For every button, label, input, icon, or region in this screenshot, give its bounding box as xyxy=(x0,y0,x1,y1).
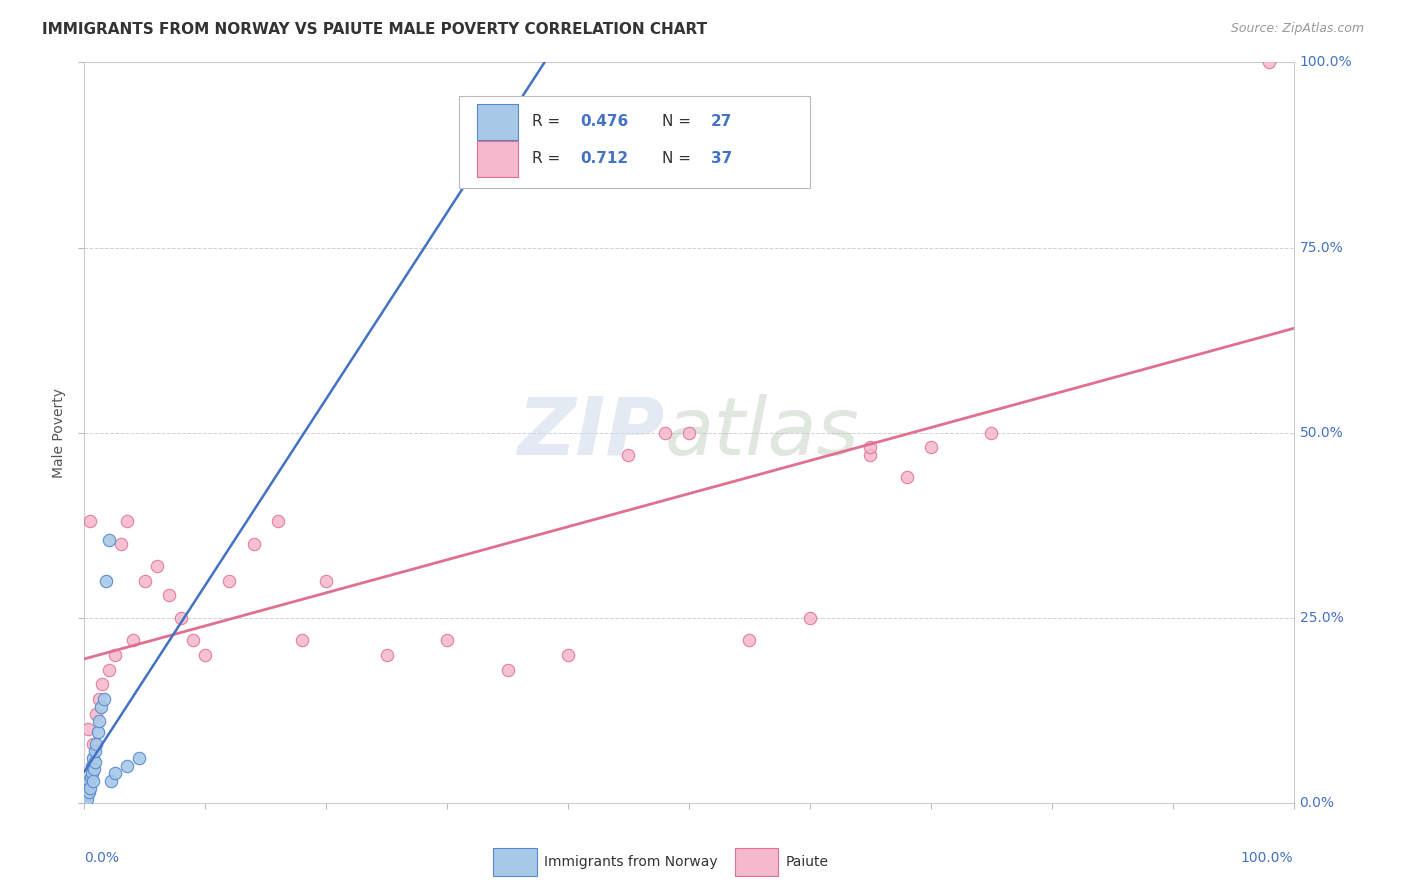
Point xyxy=(77,722,100,736)
Point xyxy=(218,574,240,588)
FancyBboxPatch shape xyxy=(478,141,519,177)
Point xyxy=(83,763,105,777)
Point xyxy=(82,773,104,788)
Point xyxy=(75,780,97,795)
Point xyxy=(76,789,98,803)
Point xyxy=(86,725,108,739)
Point xyxy=(100,773,122,788)
Point xyxy=(134,574,156,588)
Point xyxy=(82,751,104,765)
Point xyxy=(115,515,138,529)
Text: 75.0%: 75.0% xyxy=(1299,241,1343,254)
Point xyxy=(242,536,264,550)
Point xyxy=(738,632,761,647)
Point xyxy=(77,777,100,791)
Text: 0.712: 0.712 xyxy=(581,151,628,166)
Point xyxy=(87,692,110,706)
Point xyxy=(91,677,114,691)
Text: ZIP: ZIP xyxy=(517,393,665,472)
Point xyxy=(97,663,120,677)
Text: 100.0%: 100.0% xyxy=(1299,55,1353,70)
Text: 25.0%: 25.0% xyxy=(1299,611,1343,624)
Point xyxy=(375,648,398,662)
Text: 37: 37 xyxy=(710,151,733,166)
Text: R =: R = xyxy=(531,151,565,166)
Point xyxy=(170,610,193,624)
Text: Source: ZipAtlas.com: Source: ZipAtlas.com xyxy=(1230,22,1364,36)
FancyBboxPatch shape xyxy=(494,848,537,876)
Point xyxy=(79,515,101,529)
Point xyxy=(80,770,103,784)
Point xyxy=(896,470,918,484)
Point xyxy=(128,751,150,765)
Point xyxy=(77,773,100,788)
Point xyxy=(76,792,98,806)
Y-axis label: Male Poverty: Male Poverty xyxy=(52,388,66,477)
Point xyxy=(267,515,290,529)
Point xyxy=(678,425,700,440)
Text: 50.0%: 50.0% xyxy=(1299,425,1343,440)
Text: 100.0%: 100.0% xyxy=(1241,851,1294,865)
Point xyxy=(557,648,579,662)
FancyBboxPatch shape xyxy=(478,103,519,140)
Text: N =: N = xyxy=(662,151,696,166)
Point xyxy=(859,448,882,462)
Text: 0.476: 0.476 xyxy=(581,114,628,129)
Point xyxy=(194,648,217,662)
Point xyxy=(115,758,138,772)
Point xyxy=(82,758,104,772)
Point xyxy=(121,632,143,647)
Point xyxy=(93,692,115,706)
Text: atlas: atlas xyxy=(665,393,859,472)
Point xyxy=(84,744,107,758)
Point xyxy=(110,536,132,550)
Text: Paiute: Paiute xyxy=(786,855,828,869)
Point xyxy=(920,441,942,455)
Point xyxy=(315,574,337,588)
Point xyxy=(97,533,120,547)
Point xyxy=(654,425,676,440)
Text: N =: N = xyxy=(662,114,696,129)
Point xyxy=(83,755,105,769)
Point xyxy=(104,766,127,780)
Point xyxy=(799,610,821,624)
Text: 0.0%: 0.0% xyxy=(1299,796,1334,810)
Point xyxy=(859,441,882,455)
Text: 0.0%: 0.0% xyxy=(84,851,120,865)
Text: Immigrants from Norway: Immigrants from Norway xyxy=(544,855,717,869)
Point xyxy=(157,589,180,603)
Text: IMMIGRANTS FROM NORWAY VS PAIUTE MALE POVERTY CORRELATION CHART: IMMIGRANTS FROM NORWAY VS PAIUTE MALE PO… xyxy=(42,22,707,37)
Point xyxy=(86,706,108,721)
Point xyxy=(94,574,117,588)
Text: 27: 27 xyxy=(710,114,733,129)
FancyBboxPatch shape xyxy=(460,95,810,188)
Point xyxy=(617,448,640,462)
FancyBboxPatch shape xyxy=(735,848,779,876)
Point xyxy=(436,632,458,647)
Point xyxy=(104,648,127,662)
Point xyxy=(75,785,97,799)
Point xyxy=(146,558,169,573)
Point xyxy=(980,425,1002,440)
Point xyxy=(82,737,104,751)
Text: R =: R = xyxy=(531,114,565,129)
Point xyxy=(90,699,112,714)
Point xyxy=(86,737,108,751)
Point xyxy=(87,714,110,729)
Point xyxy=(77,785,100,799)
Point xyxy=(291,632,314,647)
Point xyxy=(496,663,519,677)
Point xyxy=(79,780,101,795)
Point xyxy=(1258,55,1281,70)
Point xyxy=(80,766,103,780)
Point xyxy=(181,632,204,647)
